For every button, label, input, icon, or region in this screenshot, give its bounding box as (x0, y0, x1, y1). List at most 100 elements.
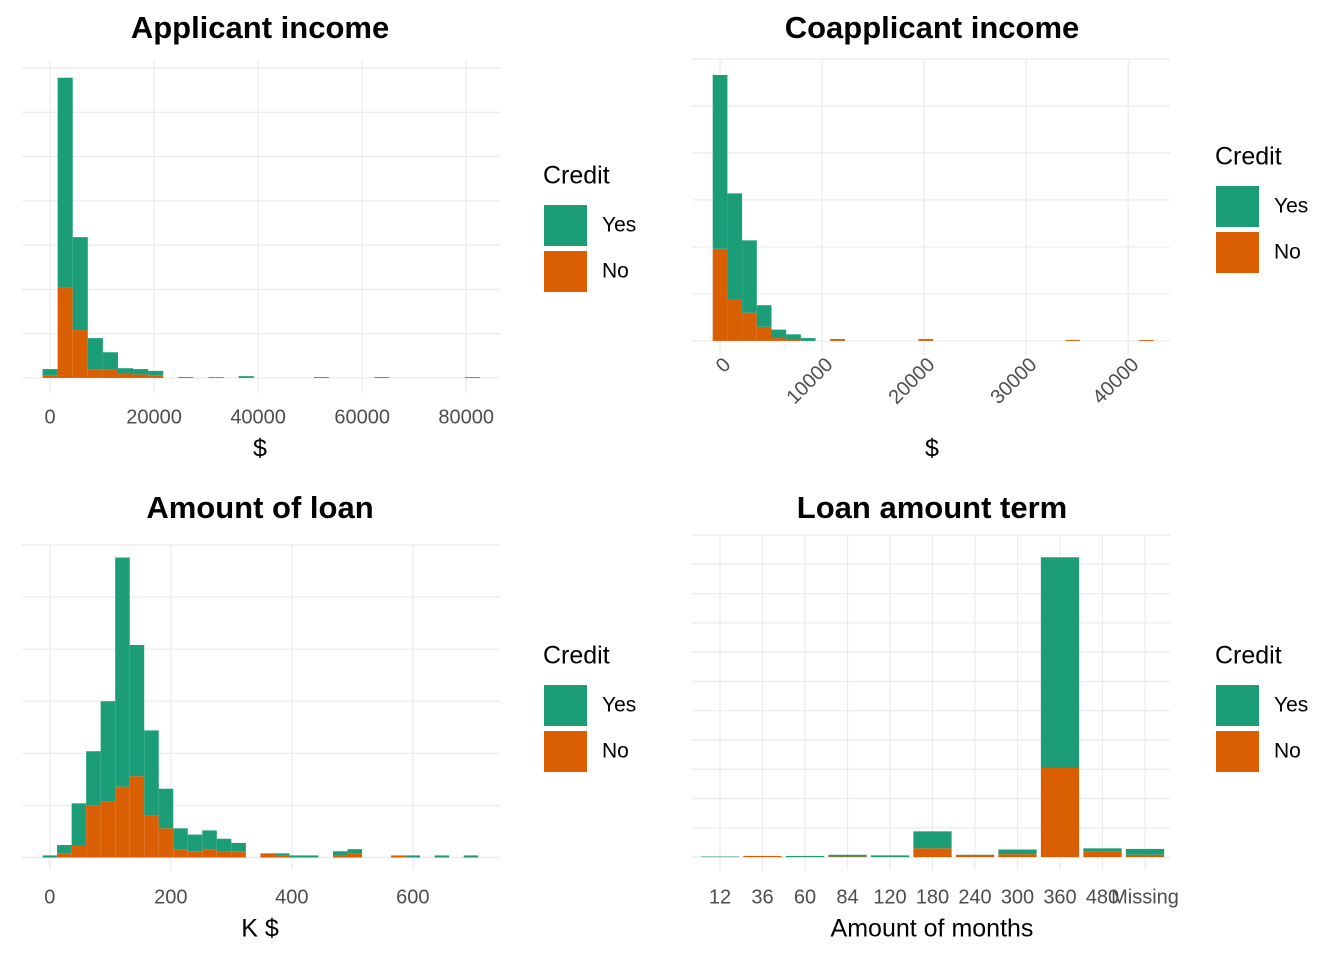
histogram-bar (57, 77, 73, 288)
bar (1040, 557, 1080, 768)
bar (1125, 854, 1165, 858)
histogram-bar (72, 330, 88, 378)
histogram-bar (918, 339, 934, 340)
bar (913, 831, 952, 849)
bar (998, 849, 1037, 855)
histogram-bar (314, 377, 330, 378)
histogram-bar (712, 74, 728, 249)
histogram-bar (216, 851, 232, 858)
histogram-bar (771, 329, 787, 339)
legend-label: No (602, 740, 629, 763)
x-tick-label: 480 (1086, 886, 1119, 908)
bar (1083, 848, 1122, 852)
legend-key (544, 731, 587, 772)
histogram-bar (173, 828, 188, 850)
x-tick-label: 12 (709, 886, 731, 908)
histogram-bar (148, 375, 164, 378)
histogram-bar (158, 828, 174, 858)
histogram-bar (115, 557, 130, 787)
histogram-bar (148, 370, 164, 376)
bar (743, 855, 782, 858)
histogram-bar (202, 849, 217, 858)
histogram-bar (727, 193, 743, 300)
histogram-bar (434, 855, 450, 858)
histogram-bar (712, 248, 728, 341)
x-axis-title: Amount of months (831, 915, 1034, 943)
histogram-bar (133, 369, 149, 375)
bar (913, 848, 952, 858)
histogram-bar (86, 805, 101, 858)
legend-label: Yes (1274, 195, 1308, 218)
x-tick-label: 30000 (987, 354, 1042, 409)
chart-title: Applicant income (131, 10, 389, 45)
bar (870, 855, 910, 858)
bar (828, 854, 867, 857)
histogram-bar (405, 855, 421, 858)
legend-label: Yes (602, 214, 636, 237)
histogram-bar (42, 375, 58, 378)
histogram-bar (347, 853, 363, 858)
histogram-bar (800, 338, 816, 341)
histogram-bar (71, 803, 87, 845)
legend-label: No (602, 260, 629, 283)
chart-title: Loan amount term (797, 490, 1067, 525)
histogram-bar (100, 701, 116, 802)
legend-key (544, 685, 587, 726)
legend-key (544, 205, 587, 246)
histogram-bar (289, 855, 304, 858)
histogram-bar (129, 645, 145, 777)
histogram-bar (918, 339, 934, 341)
histogram-bar (756, 326, 772, 341)
histogram-bar (71, 845, 87, 858)
histogram-bar (216, 838, 232, 852)
histogram-bar (274, 855, 290, 858)
histogram-bar (187, 834, 203, 852)
x-tick-label: 20000 (884, 354, 939, 409)
legend-title: Credit (543, 162, 610, 190)
histogram-bar (464, 377, 480, 378)
histogram-bar (117, 368, 134, 374)
bar (998, 854, 1037, 858)
histogram-bar (274, 853, 290, 856)
histogram-bar (347, 849, 363, 854)
histogram-bar (786, 339, 801, 341)
histogram-bar (144, 730, 159, 816)
histogram-bar (786, 334, 801, 340)
histogram-bar (102, 352, 118, 370)
legend-label: Yes (1274, 694, 1308, 717)
legend-title: Credit (1215, 642, 1282, 670)
histogram-bar (57, 845, 72, 854)
histogram-bar (42, 855, 58, 858)
histogram-bar (830, 339, 845, 341)
histogram-bar (333, 851, 348, 856)
x-tick-label: 20000 (126, 406, 182, 428)
x-tick-label: 36 (751, 886, 773, 908)
histogram-bar (333, 855, 348, 858)
histogram-bar (42, 369, 58, 376)
bar (955, 854, 995, 856)
legend-label: Yes (602, 694, 636, 717)
x-tick-label: 300 (1001, 886, 1034, 908)
legend-key (1216, 186, 1259, 227)
legend-key (1216, 232, 1259, 273)
x-tick-label: 60000 (334, 406, 390, 428)
x-tick-label: 0 (44, 886, 55, 908)
histogram-bar (173, 849, 188, 858)
x-axis-title: K $ (241, 915, 279, 943)
histogram-bar (87, 369, 103, 378)
x-tick-label: 600 (396, 886, 429, 908)
histogram-bar (260, 853, 275, 858)
bar (828, 856, 867, 858)
histogram-bar (187, 851, 203, 858)
histogram-bar (202, 830, 217, 850)
x-tick-label: 40000 (1089, 354, 1144, 409)
histogram-bar (391, 855, 406, 858)
chart-title: Coapplicant income (785, 10, 1080, 45)
histogram-bar (238, 376, 254, 378)
histogram-bar (102, 369, 118, 378)
legend-key (1216, 685, 1259, 726)
histogram-bar (115, 786, 130, 858)
chart-title: Amount of loan (146, 490, 373, 525)
histogram-bar (303, 855, 319, 858)
